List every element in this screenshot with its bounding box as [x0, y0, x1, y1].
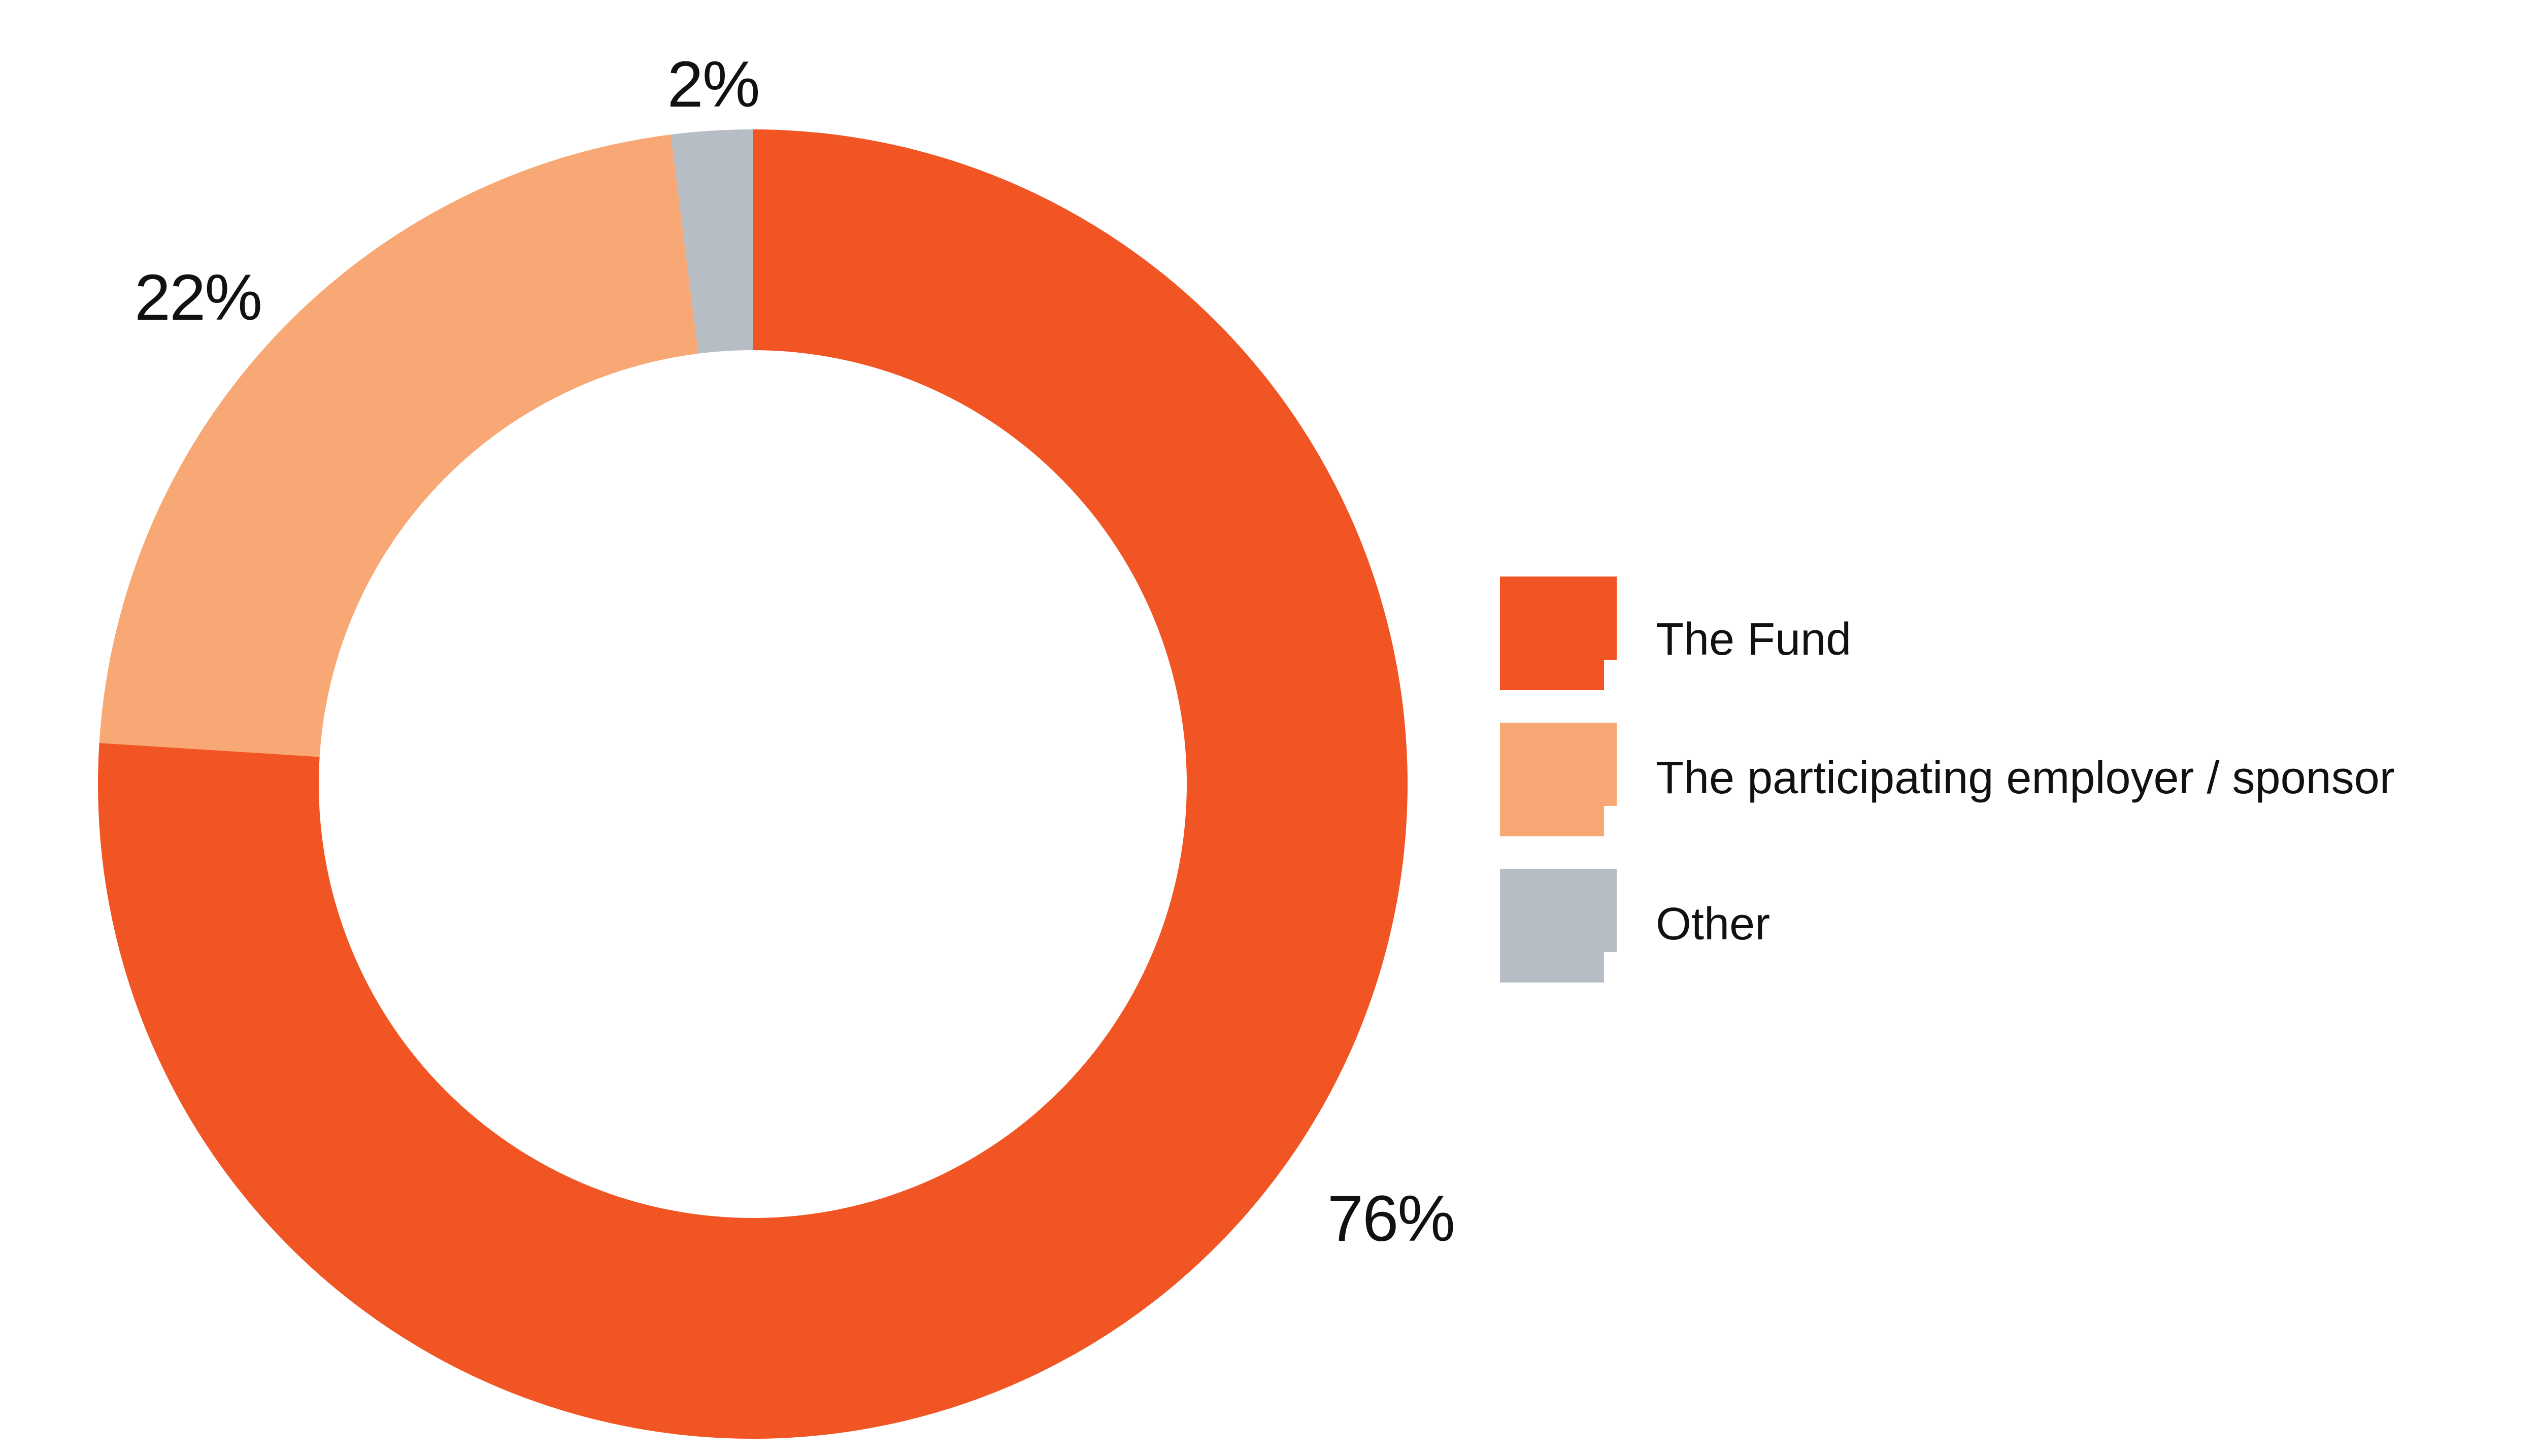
legend-item-the-fund: The Fund [1500, 577, 1851, 690]
legend-swatch-the-fund [1500, 577, 1617, 690]
slice-the-fund [98, 129, 1408, 1439]
legend-item-other: Other [1500, 869, 1770, 983]
slice-other [671, 129, 753, 354]
legend-item-participating-employer: The participating employer / sponsor [1500, 723, 2395, 836]
legend-label-the-fund: The Fund [1656, 614, 1851, 665]
legend-label-other: Other [1656, 899, 1770, 950]
slice-labels: 76% 22% 2% [135, 48, 1455, 1255]
legend-swatch-other [1500, 869, 1617, 983]
slices [98, 129, 1408, 1439]
slice-the-participating-employer-sponsor [99, 134, 698, 757]
slice-label-participating-employer: 22% [135, 261, 261, 334]
slice-label-other: 2% [667, 48, 759, 121]
legend-swatch-participating-employer [1500, 723, 1617, 836]
legend-label-participating-employer: The participating employer / sponsor [1656, 753, 2395, 803]
legend: The Fund The participating employer / sp… [1500, 577, 2395, 983]
slice-label-the-fund: 76% [1327, 1182, 1454, 1255]
